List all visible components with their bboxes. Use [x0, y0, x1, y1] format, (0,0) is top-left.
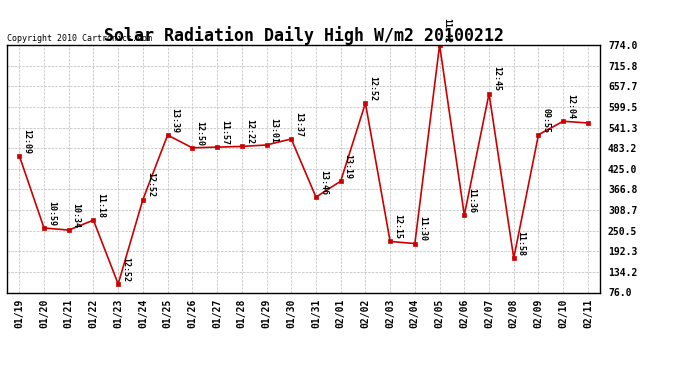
Text: 12:50: 12:50 [195, 121, 204, 146]
Text: 12:15: 12:15 [393, 214, 402, 239]
Text: 11:42: 11:42 [442, 18, 451, 43]
Text: 11:36: 11:36 [467, 188, 476, 213]
Text: 13:46: 13:46 [319, 170, 328, 195]
Text: 10:59: 10:59 [47, 201, 56, 226]
Text: 12:09: 12:09 [22, 129, 31, 153]
Text: 12:45: 12:45 [492, 66, 501, 92]
Text: 11:18: 11:18 [97, 193, 106, 218]
Text: 12:52: 12:52 [146, 172, 155, 198]
Text: 13:39: 13:39 [170, 108, 179, 133]
Text: 11:57: 11:57 [220, 120, 229, 145]
Text: 12:04: 12:04 [566, 94, 575, 119]
Text: Copyright 2010 Cartronics.com: Copyright 2010 Cartronics.com [7, 33, 152, 42]
Text: 13:37: 13:37 [294, 112, 303, 137]
Text: 13:19: 13:19 [344, 154, 353, 179]
Text: 11:30: 11:30 [418, 216, 427, 242]
Text: 13:01: 13:01 [270, 118, 279, 143]
Text: 12:52: 12:52 [368, 76, 377, 101]
Text: 09:55: 09:55 [542, 108, 551, 133]
Text: 11:58: 11:58 [517, 231, 526, 256]
Text: 12:52: 12:52 [121, 257, 130, 282]
Text: 10:34: 10:34 [72, 203, 81, 228]
Text: 12:22: 12:22 [245, 119, 254, 144]
Title: Solar Radiation Daily High W/m2 20100212: Solar Radiation Daily High W/m2 20100212 [104, 26, 504, 45]
